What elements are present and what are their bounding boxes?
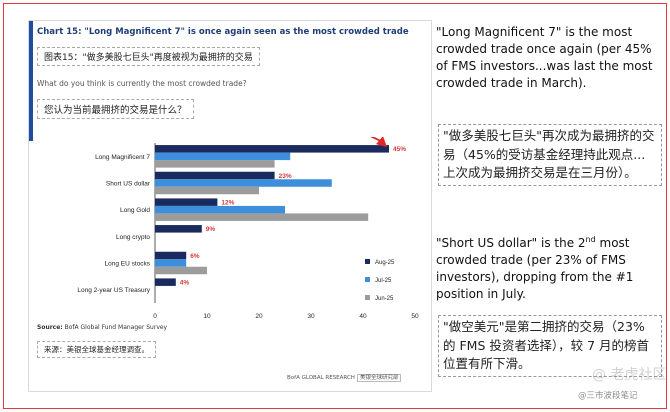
chart-question-cn: 您认为当前最拥挤的交易是什么？ xyxy=(37,99,194,119)
outer-frame xyxy=(3,3,667,409)
legend-label: Jul-25 xyxy=(375,278,392,284)
legend-swatch xyxy=(365,295,370,300)
note-chinese-1: "做多美股七巨头"再次成为最拥挤的交易（45%的受访基金经理持此观点...上次成… xyxy=(438,124,662,186)
category-label: Long crypto xyxy=(116,234,150,241)
chart-question: What do you think is currently the most … xyxy=(37,79,247,88)
x-tick-label: 50 xyxy=(411,313,419,320)
watermark-community: @ 老虎社区 xyxy=(592,367,667,383)
bar-jun-25 xyxy=(155,186,259,195)
note-english-1: "Long Magnificent 7" is the most crowded… xyxy=(436,25,653,90)
bar-chart: Long Magnificent 7 Short US dollar Long Go… xyxy=(77,137,419,320)
bar-jul-25 xyxy=(155,259,187,267)
legend-swatch xyxy=(365,277,370,282)
x-tick-label: 40 xyxy=(359,313,367,320)
bar-aug-25 xyxy=(155,278,176,286)
x-tick-label: 20 xyxy=(255,313,263,320)
category-label: Long Magnificent 7 xyxy=(95,154,150,161)
bar-jul-25 xyxy=(155,152,291,161)
bar-jul-25 xyxy=(155,205,285,214)
bar-jul-25 xyxy=(155,179,332,187)
data-label: 45% xyxy=(393,146,406,153)
accent-bar xyxy=(29,21,33,141)
note-english-2: "Short US dollar" is the 2nd most crowde… xyxy=(436,235,634,301)
chart-title: Chart 15: "Long Magnificent 7" is once a… xyxy=(37,27,409,37)
data-label: 23% xyxy=(279,173,292,180)
bar-aug-25 xyxy=(155,198,218,206)
bar-aug-25 xyxy=(155,171,275,180)
data-label: 6% xyxy=(190,253,200,260)
x-tick-label: 10 xyxy=(203,313,211,320)
data-label: 4% xyxy=(180,279,190,286)
brand-label: BofA GLOBAL RESEARCH 美银全球研究部 xyxy=(287,373,402,382)
category-label: Long EU stocks xyxy=(104,261,150,268)
bar-jun-25 xyxy=(155,213,369,221)
bar-aug-25 xyxy=(155,251,187,260)
note-chinese-2: "做空美元"是第二拥挤的交易（23%的 FMS 投资者选择），较 7 月的榜首位… xyxy=(438,315,662,377)
legend-label: Jun-25 xyxy=(375,296,394,302)
chart-panel: Chart 15: "Long Magnificent 7" is once a… xyxy=(28,20,432,392)
watermark-author: @三市波段笔记 xyxy=(578,391,638,401)
chart-title-cn: 图表15："做多美股七巨头"再度被视为最拥挤的交易 xyxy=(37,47,260,66)
data-label: 12% xyxy=(221,199,234,206)
data-label: 9% xyxy=(206,226,216,233)
annotation-arrow xyxy=(370,137,384,143)
x-tick-label: 0 xyxy=(153,313,157,320)
chart-source-cn: 来源：美银全球基金经理调查。 xyxy=(37,341,156,358)
legend-label: Aug-25 xyxy=(375,260,395,266)
chart-source: Source: BofA Global Fund Manager Survey xyxy=(37,324,168,331)
category-label: Long 2-year US Treasury xyxy=(77,287,150,294)
legend-swatch xyxy=(365,259,370,264)
bar-jun-25 xyxy=(155,266,207,275)
category-label: Long Gold xyxy=(120,207,150,214)
x-tick-label: 30 xyxy=(307,313,315,320)
category-label: Short US dollar xyxy=(106,181,151,188)
bar-aug-25 xyxy=(155,225,202,233)
bar-aug-25 xyxy=(155,145,389,153)
bar-jun-25 xyxy=(155,160,275,168)
